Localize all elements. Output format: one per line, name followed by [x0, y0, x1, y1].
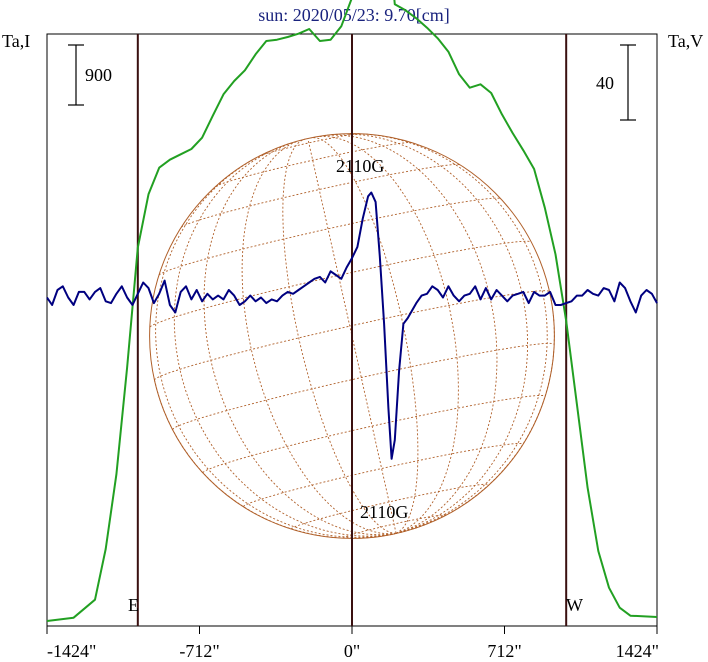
- x-tick-label: -1424": [47, 641, 96, 661]
- x-axis-ticks: -1424" -712" 0" 712" 1424": [46, 626, 659, 661]
- latitude-line: [172, 342, 555, 430]
- longitude-line: [395, 291, 555, 534]
- left-axis-label: Ta,I: [2, 31, 30, 51]
- longitude-line: [348, 133, 548, 534]
- longitude-line: [318, 135, 459, 534]
- series-i-line: [46, 0, 658, 622]
- latitude-line: [180, 164, 461, 228]
- longitude-line: [155, 150, 397, 538]
- left-scale-bar-label: 900: [85, 65, 112, 85]
- latitude-line: [215, 142, 412, 187]
- right-scale-bar-label: 40: [596, 73, 614, 93]
- latitude-line: [149, 240, 532, 328]
- source-annotation-bottom: 2110G: [360, 502, 408, 522]
- source-annotation-top: 2110G: [336, 156, 384, 176]
- latitude-line: [158, 197, 501, 276]
- right-axis-label: Ta,V: [668, 31, 703, 51]
- longitude-line: [396, 531, 402, 534]
- longitude-line: [310, 137, 419, 534]
- latitude-line: [243, 443, 524, 507]
- plot-title: sun: 2020/05/23: 9.70[cm]: [258, 5, 450, 25]
- longitude-line: [173, 142, 397, 537]
- latitude-line: [290, 483, 490, 530]
- x-tick-label: 1424": [616, 641, 659, 661]
- solar-disk: [149, 133, 555, 539]
- x-tick-label: 0": [344, 641, 360, 661]
- west-limb-label: W: [566, 595, 583, 615]
- limb-marker-lines: [136, 34, 568, 626]
- longitude-line: [203, 141, 397, 536]
- longitude-line: [325, 133, 529, 534]
- left-scale-bar: 900: [68, 44, 112, 106]
- data-curves: [46, 0, 658, 622]
- longitude-line: [322, 134, 498, 534]
- east-limb-label: E: [128, 595, 139, 615]
- longitude-line: [282, 138, 397, 534]
- longitude-line: [154, 380, 397, 539]
- series-v-line: [46, 191, 658, 460]
- right-scale-bar: 40: [596, 44, 636, 121]
- x-tick-label: 712": [487, 641, 521, 661]
- longitude-line: [241, 140, 397, 535]
- latitude-line: [259, 133, 360, 157]
- x-tick-label: -712": [179, 641, 219, 661]
